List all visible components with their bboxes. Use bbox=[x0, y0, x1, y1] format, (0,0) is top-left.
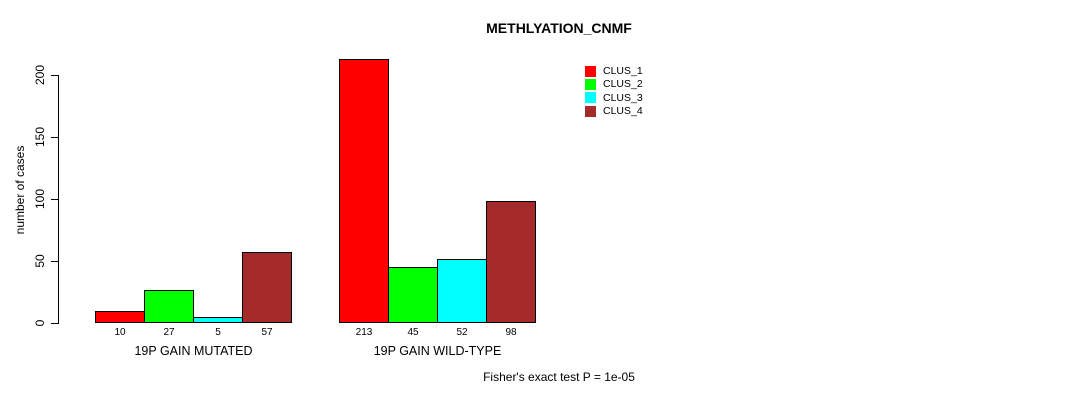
bar-clus-4-19p-gain-wild-type bbox=[486, 201, 536, 323]
legend-label: CLUS_2 bbox=[603, 78, 643, 91]
y-axis-tick-label: 150 bbox=[33, 126, 47, 148]
y-axis-tick-label: 50 bbox=[33, 254, 47, 268]
bar-clus-3-19p-gain-mutated bbox=[193, 317, 243, 323]
y-axis-tick-label: 0 bbox=[33, 319, 47, 327]
legend-label: CLUS_1 bbox=[603, 65, 643, 77]
y-axis-tick bbox=[51, 75, 58, 76]
bar-clus-4-19p-gain-mutated bbox=[242, 252, 292, 323]
legend-swatch-clus-1 bbox=[585, 65, 596, 77]
y-axis-label: number of cases bbox=[13, 145, 27, 235]
legend-item-clus-2: CLUS_2 bbox=[585, 78, 643, 90]
chart-title: METHLYATION_CNMF bbox=[486, 20, 632, 36]
y-axis-tick-label: 100 bbox=[33, 188, 47, 210]
legend-label: CLUS_3 bbox=[603, 91, 643, 104]
bar-value-label: 45 bbox=[407, 327, 419, 338]
y-axis-tick-label: 200 bbox=[33, 64, 47, 86]
bar-value-label: 5 bbox=[215, 327, 221, 338]
group-label-19p-gain-wild-type: 19P GAIN WILD-TYPE bbox=[373, 344, 502, 358]
y-axis-tick bbox=[51, 137, 58, 138]
bar-value-label: 27 bbox=[163, 327, 175, 338]
legend-item-clus-1: CLUS_1 bbox=[585, 65, 643, 77]
bar-clus-2-19p-gain-mutated bbox=[144, 290, 194, 323]
legend-swatch-clus-2 bbox=[585, 78, 596, 90]
annotation-fishers-test: Fisher's exact test P = 1e-05 bbox=[483, 370, 635, 384]
bar-clus-1-19p-gain-wild-type bbox=[339, 59, 389, 323]
legend-swatch-clus-4 bbox=[585, 105, 596, 117]
bar-value-label: 213 bbox=[355, 327, 373, 338]
y-axis-tick bbox=[51, 199, 58, 200]
bar-value-label: 98 bbox=[505, 327, 517, 338]
y-axis-line bbox=[58, 75, 59, 324]
bar-value-label: 10 bbox=[114, 327, 126, 338]
legend-item-clus-4: CLUS_4 bbox=[585, 105, 643, 117]
y-axis-tick bbox=[51, 261, 58, 262]
bar-value-label: 57 bbox=[261, 327, 273, 338]
legend-swatch-clus-3 bbox=[585, 92, 596, 104]
bar-value-label: 52 bbox=[456, 327, 468, 338]
y-axis-tick bbox=[51, 323, 58, 324]
bar-clus-3-19p-gain-wild-type bbox=[437, 259, 487, 323]
legend-label: CLUS_4 bbox=[603, 105, 643, 118]
bar-clus-2-19p-gain-wild-type bbox=[388, 267, 438, 323]
bar-clus-1-19p-gain-mutated bbox=[95, 311, 145, 323]
group-label-19p-gain-mutated: 19P GAIN MUTATED bbox=[134, 344, 253, 358]
legend-item-clus-3: CLUS_3 bbox=[585, 92, 643, 104]
